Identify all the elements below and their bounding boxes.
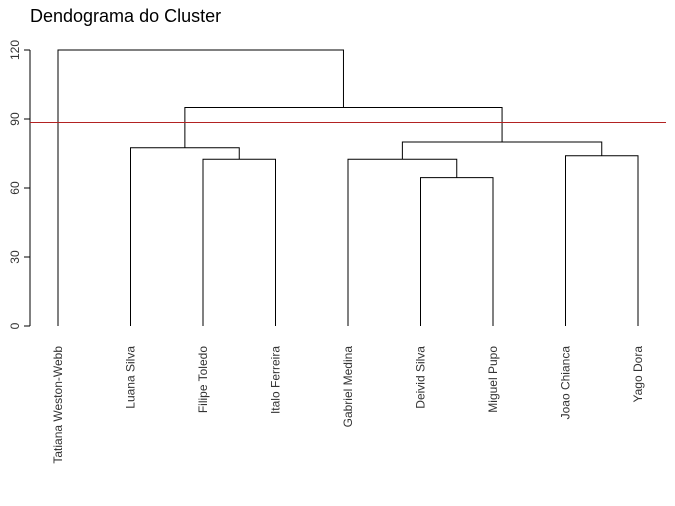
dendrogram-link <box>130 147 240 326</box>
y-tick-label: 30 <box>8 250 22 264</box>
leaf-label: Yago Dora <box>631 346 645 403</box>
leaf-label: Luana Silva <box>124 346 138 409</box>
leaf-label: Italo Ferreira <box>269 346 283 414</box>
leaf-label: Deivid Silva <box>414 346 428 409</box>
y-tick-label: 0 <box>8 322 22 329</box>
dendrogram-links <box>57 49 639 326</box>
dendrogram-link <box>401 141 603 160</box>
dendrogram-link <box>57 49 344 326</box>
dendrogram-link <box>347 158 458 326</box>
leaf-label: Miguel Pupo <box>486 346 500 413</box>
dendrogram-link <box>565 155 639 326</box>
y-tick-label: 90 <box>8 112 22 126</box>
y-axis: 0 30 60 90 120 <box>8 40 31 329</box>
leaf-label: Tatiana Weston-Webb <box>51 346 65 464</box>
leaf-label: Joao Chianca <box>559 346 573 420</box>
chart-title: Dendograma do Cluster <box>30 6 222 26</box>
leaf-label: Filipe Toledo <box>196 346 210 413</box>
y-tick-label: 60 <box>8 181 22 195</box>
y-tick-label: 120 <box>8 40 22 60</box>
dendrogram-link <box>202 158 276 326</box>
leaf-labels: Tatiana Weston-Webb Luana Silva Filipe Tol… <box>51 346 645 464</box>
leaf-label: Gabriel Medina <box>341 346 355 428</box>
dendrogram-link <box>420 177 494 326</box>
